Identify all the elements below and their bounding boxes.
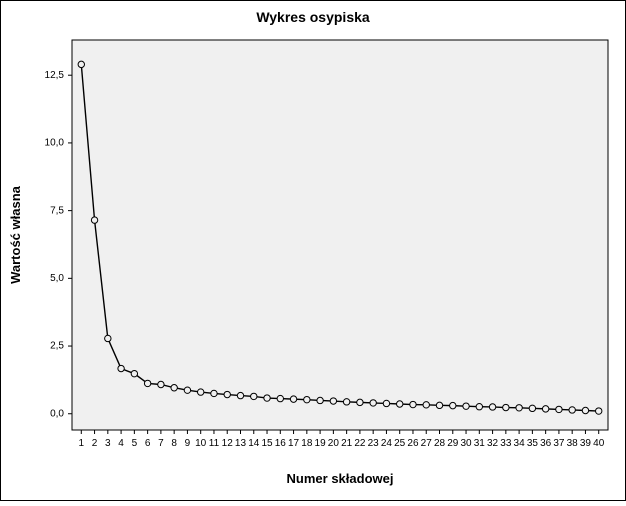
- x-tick-label: 23: [368, 438, 380, 449]
- series-marker: [569, 407, 575, 413]
- series-marker: [410, 401, 416, 407]
- x-tick-label: 17: [288, 438, 300, 449]
- series-marker: [290, 396, 296, 402]
- x-tick-label: 12: [222, 438, 234, 449]
- y-tick-label: 2,5: [50, 341, 64, 352]
- series-marker: [304, 396, 310, 402]
- x-tick-label: 30: [460, 438, 472, 449]
- series-marker: [158, 381, 164, 387]
- x-tick-label: 31: [474, 438, 486, 449]
- series-marker: [529, 405, 535, 411]
- series-marker: [556, 406, 562, 412]
- x-tick-label: 13: [235, 438, 247, 449]
- x-tick-label: 35: [527, 438, 539, 449]
- series-marker: [224, 391, 230, 397]
- x-tick-label: 39: [580, 438, 592, 449]
- x-tick-label: 9: [185, 438, 191, 449]
- x-tick-label: 4: [118, 438, 124, 449]
- y-tick-label: 7,5: [50, 205, 64, 216]
- series-marker: [105, 335, 111, 341]
- x-tick-label: 20: [328, 438, 340, 449]
- x-tick-label: 8: [171, 438, 177, 449]
- series-marker: [78, 61, 84, 67]
- x-tick-label: 32: [487, 438, 499, 449]
- x-tick-label: 7: [158, 438, 164, 449]
- x-tick-label: 40: [593, 438, 605, 449]
- series-marker: [516, 405, 522, 411]
- chart-title: Wykres osypiska: [256, 9, 370, 25]
- series-marker: [171, 385, 177, 391]
- series-marker: [317, 397, 323, 403]
- x-tick-label: 33: [500, 438, 512, 449]
- x-tick-label: 2: [92, 438, 98, 449]
- y-tick-label: 0,0: [50, 408, 64, 419]
- series-marker: [582, 407, 588, 413]
- x-tick-label: 27: [421, 438, 433, 449]
- scree-plot-svg: 0,02,55,07,510,012,512345678910111213141…: [0, 0, 626, 501]
- y-tick-label: 10,0: [45, 138, 65, 149]
- series-marker: [436, 402, 442, 408]
- series-marker: [383, 400, 389, 406]
- x-tick-label: 37: [553, 438, 565, 449]
- x-tick-label: 18: [301, 438, 313, 449]
- series-marker: [144, 380, 150, 386]
- x-tick-label: 3: [105, 438, 111, 449]
- series-marker: [197, 389, 203, 395]
- x-tick-label: 29: [447, 438, 459, 449]
- series-marker: [237, 392, 243, 398]
- series-marker: [251, 393, 257, 399]
- series-marker: [596, 408, 602, 414]
- series-marker: [476, 404, 482, 410]
- series-marker: [184, 387, 190, 393]
- series-marker: [211, 390, 217, 396]
- x-tick-label: 38: [567, 438, 579, 449]
- series-marker: [463, 403, 469, 409]
- series-marker: [343, 399, 349, 405]
- plot-area: [72, 40, 608, 430]
- series-marker: [423, 402, 429, 408]
- series-marker: [370, 400, 376, 406]
- series-marker: [330, 398, 336, 404]
- x-axis-label: Numer składowej: [287, 471, 394, 486]
- x-tick-label: 24: [381, 438, 393, 449]
- x-tick-label: 21: [341, 438, 353, 449]
- x-tick-label: 19: [315, 438, 327, 449]
- series-marker: [91, 217, 97, 223]
- x-tick-label: 36: [540, 438, 552, 449]
- series-marker: [450, 402, 456, 408]
- y-axis-label: Wartość własna: [8, 185, 23, 284]
- series-marker: [489, 404, 495, 410]
- series-marker: [131, 370, 137, 376]
- x-tick-label: 6: [145, 438, 151, 449]
- x-tick-label: 10: [195, 438, 207, 449]
- x-tick-label: 14: [248, 438, 260, 449]
- series-marker: [357, 399, 363, 405]
- scree-plot: 0,02,55,07,510,012,512345678910111213141…: [0, 0, 626, 506]
- series-marker: [542, 406, 548, 412]
- series-marker: [264, 395, 270, 401]
- x-tick-label: 26: [407, 438, 419, 449]
- y-tick-label: 5,0: [50, 273, 64, 284]
- x-tick-label: 28: [434, 438, 446, 449]
- x-tick-label: 5: [132, 438, 138, 449]
- x-tick-label: 25: [394, 438, 406, 449]
- y-tick-label: 12,5: [45, 70, 65, 81]
- series-marker: [277, 395, 283, 401]
- x-tick-label: 16: [275, 438, 287, 449]
- series-marker: [118, 365, 124, 371]
- x-tick-label: 11: [209, 438, 220, 449]
- x-tick-label: 1: [79, 438, 85, 449]
- x-tick-label: 22: [354, 438, 366, 449]
- series-marker: [397, 401, 403, 407]
- series-marker: [503, 404, 509, 410]
- x-tick-label: 15: [261, 438, 273, 449]
- x-tick-label: 34: [514, 438, 526, 449]
